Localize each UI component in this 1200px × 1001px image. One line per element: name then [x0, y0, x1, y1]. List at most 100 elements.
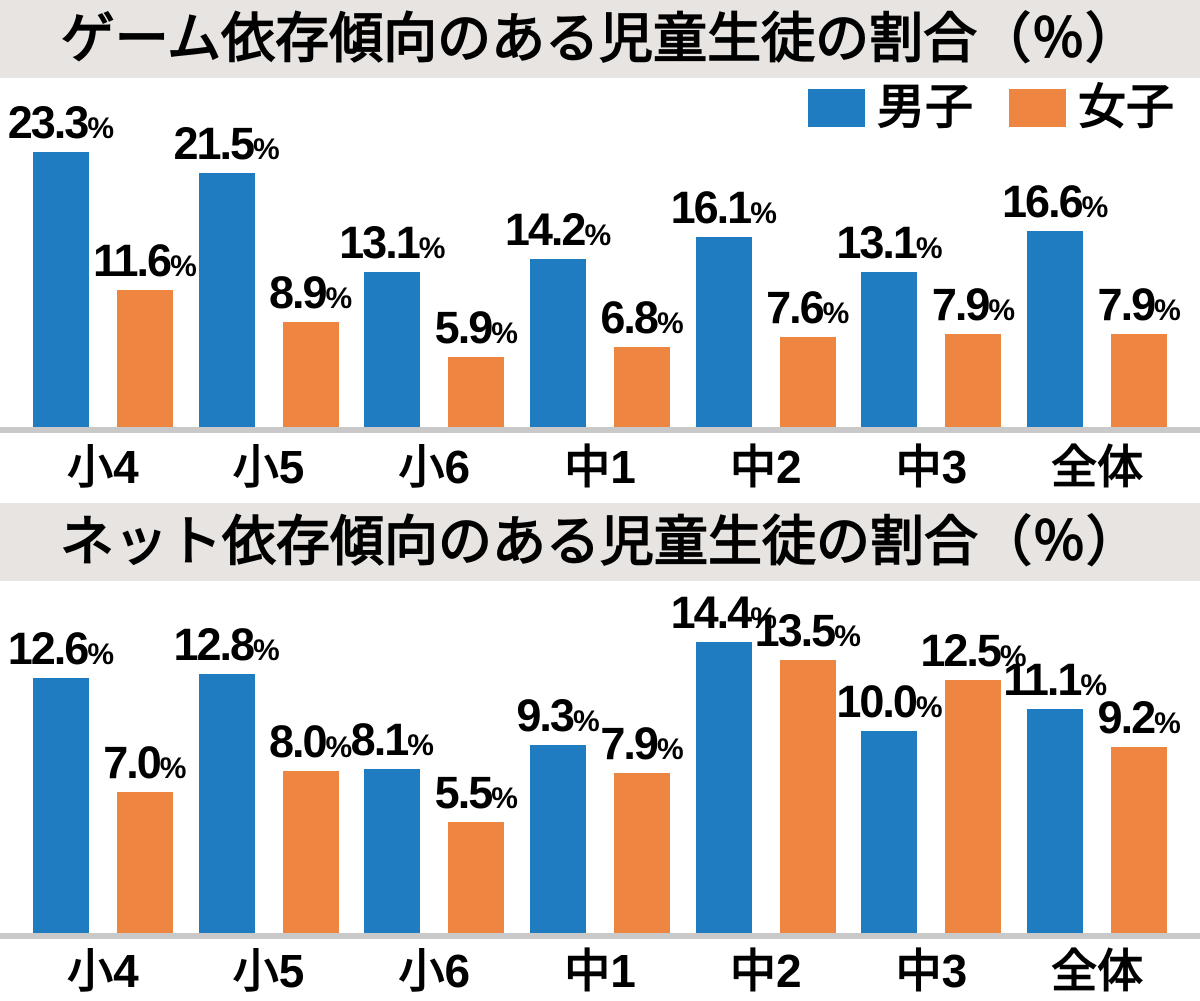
- bar-group: 14.4% 13.5%: [671, 581, 861, 933]
- bar-cell-boys: 11.1%: [1003, 657, 1107, 933]
- bar-cell-boys: 16.1%: [671, 185, 777, 427]
- chart-net-x-axis: 小4 小5 小6 中1 中2 中3 全体: [0, 939, 1200, 997]
- bar-value-label: 13.5%: [755, 608, 861, 653]
- chart-game-x-axis: 小4 小5 小6 中1 中2 中3 全体: [0, 433, 1200, 495]
- bar-value-number: 9.3: [516, 690, 575, 741]
- percent-sign: %: [656, 733, 684, 766]
- bar-boys: [695, 642, 752, 933]
- bar-group: 16.6% 7.9%: [1002, 78, 1181, 427]
- percent-sign: %: [491, 782, 518, 815]
- bar-value-number: 12.5: [920, 625, 1002, 676]
- bar-value-label: 8.0%: [269, 719, 352, 764]
- chart-net-baseline: [0, 933, 1200, 939]
- bar-cell-girls: 8.9%: [269, 270, 352, 427]
- bar-group: 21.5% 8.9%: [173, 78, 352, 427]
- bar-girls: [779, 337, 836, 427]
- bar-cell-boys: 16.6%: [1002, 179, 1108, 427]
- chart-net-title: ネット依存傾向のある児童生徒の割合（％）: [60, 512, 1140, 572]
- bar-boys: [32, 152, 89, 427]
- percent-sign: %: [1154, 707, 1181, 740]
- bar-value-label: 8.1%: [351, 717, 434, 762]
- x-axis-label: 小4: [67, 945, 139, 997]
- bar-girls: [945, 334, 1002, 427]
- bar-girls: [116, 792, 173, 933]
- percent-sign: %: [834, 620, 861, 653]
- chart-game-section: ゲーム依存傾向のある児童生徒の割合（％） 男子 女子 23.3% 11.6% 21.…: [0, 0, 1200, 495]
- bar-value-label: 14.2%: [505, 207, 611, 252]
- x-axis-label: 中3: [895, 945, 968, 997]
- bar-value-label: 11.6%: [93, 238, 197, 283]
- percent-sign: %: [822, 297, 850, 330]
- bar-girls: [1111, 747, 1168, 933]
- bar-value-label: 23.3%: [8, 100, 114, 145]
- bar-cell-girls: 13.5%: [755, 608, 861, 933]
- bar-value-label: 16.6%: [1002, 179, 1108, 224]
- bar-value-label: 11.1%: [1003, 657, 1107, 702]
- bar-value-number: 7.9: [1097, 279, 1157, 330]
- bar-value-number: 7.6: [766, 282, 825, 333]
- bar-group: 13.1% 7.9%: [836, 78, 1015, 427]
- x-axis-label: 中1: [564, 945, 636, 997]
- bar-value-number: 12.6: [7, 623, 90, 674]
- bar-value-label: 14.4%: [671, 590, 777, 635]
- percent-sign: %: [253, 634, 280, 667]
- bar-value-number: 11.1: [1003, 654, 1082, 705]
- bar-value-label: 12.5%: [920, 628, 1026, 673]
- bar-cell-girls: 11.6%: [93, 238, 197, 427]
- chart-game-bars: 23.3% 11.6% 21.5% 8.9% 13.1% 5.9% 14.2% 6.8% 16.…: [0, 78, 1200, 427]
- legend-item-girls: 女子: [1008, 84, 1174, 132]
- bar-cell-boys: 14.4%: [671, 590, 777, 933]
- bar-boys: [530, 745, 587, 933]
- bar-cell-girls: 7.9%: [932, 282, 1015, 427]
- bar-girls: [448, 822, 505, 933]
- bar-value-label: 12.6%: [8, 626, 114, 671]
- percent-sign: %: [253, 133, 280, 166]
- bar-value-number: 16.1: [670, 182, 753, 233]
- bar-value-label: 7.6%: [766, 285, 849, 330]
- bar-cell-boys: 12.8%: [173, 622, 280, 933]
- bar-value-number: 5.5: [434, 767, 494, 818]
- chart-game-plot: 男子 女子 23.3% 11.6% 21.5% 8.9% 13.1% 5.9% 14.2% 6…: [0, 78, 1200, 427]
- chart-net-plot: 12.6% 7.0% 12.8% 8.0% 8.1% 5.5% 9.3% 7.9% 14.4% 1…: [0, 581, 1200, 933]
- x-axis-label: 中3: [895, 441, 968, 493]
- percent-sign: %: [572, 705, 600, 738]
- chart-game-baseline: [0, 427, 1200, 433]
- bar-group: 10.0% 12.5%: [836, 581, 1027, 933]
- bar-cell-boys: 13.1%: [339, 220, 445, 427]
- bar-group: 13.1% 5.9%: [339, 78, 518, 427]
- bar-girls: [282, 771, 339, 933]
- legend-item-boys: 男子: [807, 84, 973, 132]
- bar-value-number: 14.2: [504, 204, 587, 255]
- bar-cell-boys: 14.2%: [505, 207, 611, 427]
- bar-cell-boys: 13.1%: [836, 220, 943, 427]
- bar-value-label: 13.1%: [339, 220, 445, 265]
- bar-group: 16.1% 7.6%: [671, 78, 849, 427]
- bar-value-number: 10.0: [836, 676, 918, 727]
- percent-sign: %: [915, 691, 943, 724]
- bar-girls: [945, 680, 1002, 933]
- bar-value-number: 13.1: [339, 217, 421, 268]
- bar-value-label: 7.9%: [600, 721, 683, 766]
- bar-value-number: 6.8: [600, 292, 659, 343]
- x-axis-label: 小5: [232, 441, 305, 493]
- x-axis-label: 中2: [729, 945, 802, 997]
- percent-sign: %: [170, 250, 197, 283]
- bar-value-number: 8.0: [268, 716, 328, 767]
- bar-boys: [861, 272, 918, 427]
- x-axis-label: 中2: [729, 441, 802, 493]
- bar-cell-girls: 7.9%: [600, 721, 684, 933]
- percent-sign: %: [915, 232, 943, 265]
- legend-swatch-girls: [1008, 89, 1066, 127]
- bar-value-number: 5.9: [434, 302, 494, 353]
- bar-group: 12.6% 7.0%: [8, 581, 186, 933]
- bar-group: 9.3% 7.9%: [516, 581, 684, 933]
- bar-boys: [364, 272, 421, 427]
- bar-girls: [779, 660, 836, 933]
- bar-boys: [32, 678, 89, 933]
- bar-value-label: 13.1%: [836, 220, 942, 265]
- bar-cell-girls: 9.2%: [1098, 695, 1181, 933]
- bar-cell-boys: 10.0%: [836, 679, 943, 933]
- bar-girls: [448, 357, 505, 427]
- bar-group: 23.3% 11.6%: [8, 78, 197, 427]
